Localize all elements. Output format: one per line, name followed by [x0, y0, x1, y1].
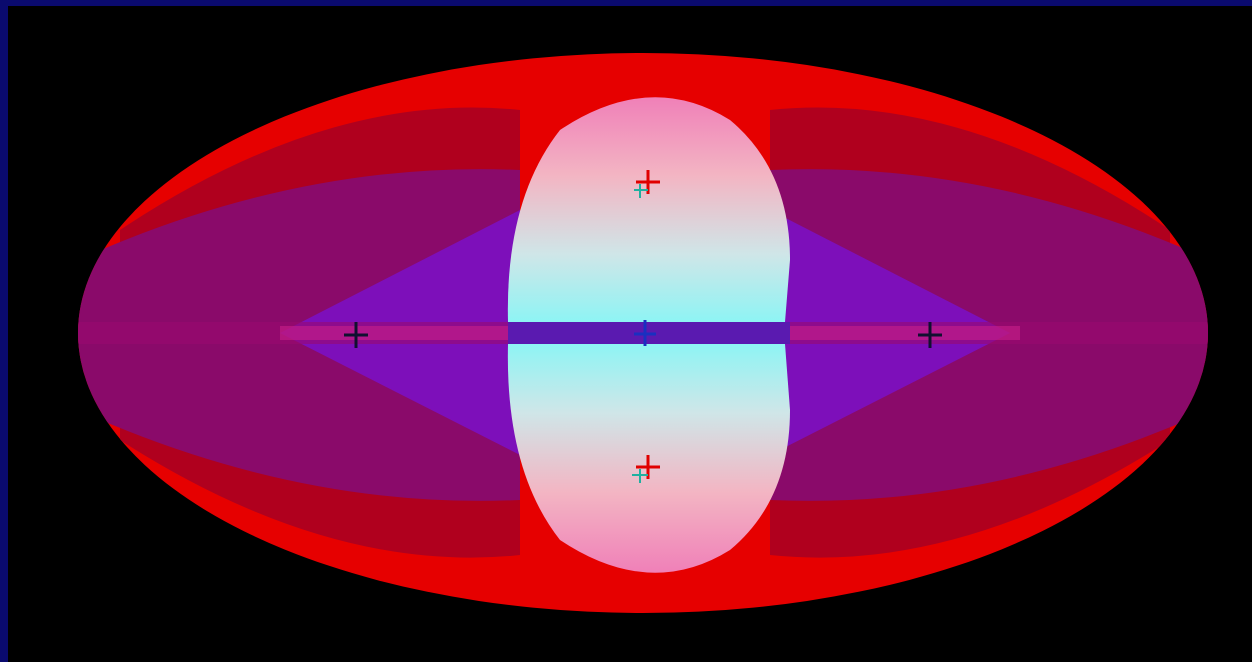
frame-border-top [0, 0, 1252, 6]
marker-bottom-lobe-center [632, 455, 660, 483]
marker-top-lobe-center [634, 170, 660, 198]
top-lobe [507, 97, 790, 322]
frame-border-left [0, 0, 8, 662]
marker-left [344, 322, 368, 348]
marker-center [634, 320, 656, 346]
marker-right [918, 322, 942, 348]
